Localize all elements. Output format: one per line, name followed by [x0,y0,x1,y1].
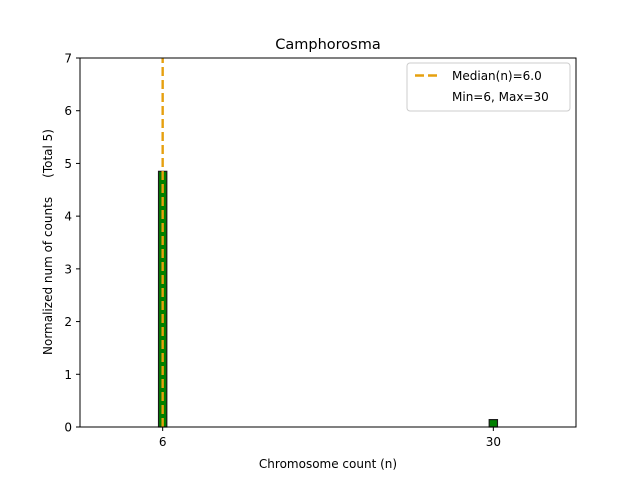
chart-title: Camphorosma [275,37,380,53]
x-tick-label-30: 30 [486,435,501,449]
axes-frame [79,57,577,428]
y-tick-label-5: 5 [64,157,72,171]
y-tick-label-7: 7 [64,52,72,66]
x-tick-label-6: 6 [159,435,167,449]
bar-30 [488,419,499,428]
y-axis-label: Normalized num of counts (Total 5) [41,129,55,355]
x-axis-label: Chromosome count (n) [259,457,397,471]
y-axis-ticks: 0 1 2 3 4 5 6 7 [64,52,80,435]
legend-min-max-label: Min=6, Max=30 [452,90,549,104]
y-tick-label-2: 2 [64,315,72,329]
legend: Median(n)=6.0 Min=6, Max=30 [406,62,571,112]
y-tick-label-3: 3 [64,262,72,276]
bar-6 [157,170,168,428]
y-tick-label-1: 1 [64,368,72,382]
y-tick-label-4: 4 [64,210,72,224]
x-axis-ticks: 6 30 [159,427,501,449]
y-tick-label-0: 0 [64,421,72,435]
y-tick-label-6: 6 [64,104,72,118]
legend-box [406,62,571,112]
legend-median-label: Median(n)=6.0 [452,69,542,83]
